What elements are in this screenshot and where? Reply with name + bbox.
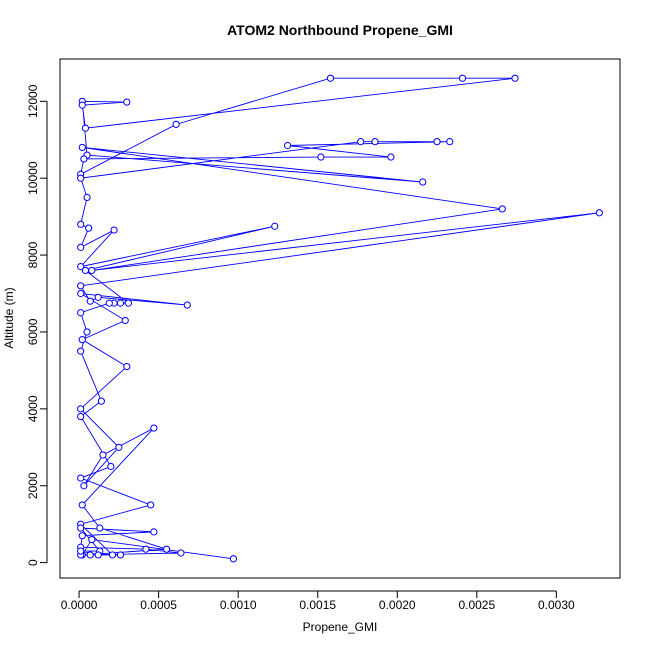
- data-point: [77, 263, 85, 271]
- data-point: [88, 535, 96, 544]
- data-point: [283, 141, 292, 150]
- y-tick-label: 8000: [26, 241, 40, 268]
- series-layer: [77, 74, 603, 563]
- x-tick-label: 0.0015: [299, 598, 336, 612]
- data-point: [83, 328, 91, 336]
- data-point: [85, 224, 93, 232]
- data-point: [94, 551, 102, 559]
- data-point: [78, 336, 86, 344]
- data-point: [162, 545, 171, 553]
- data-point: [77, 412, 85, 421]
- data-point: [446, 138, 454, 146]
- data-point: [116, 551, 125, 559]
- x-tick-label: 0.0030: [538, 598, 575, 612]
- data-point: [77, 282, 85, 290]
- data-point: [97, 397, 105, 405]
- series-line: [79, 77, 600, 560]
- data-point: [80, 155, 88, 163]
- data-point: [77, 405, 85, 413]
- data-point: [433, 138, 441, 146]
- data-point: [498, 205, 506, 213]
- y-tick-label: 0: [26, 559, 40, 566]
- data-point: [121, 316, 129, 325]
- data-point: [88, 266, 96, 275]
- data-point: [595, 209, 603, 217]
- data-point: [77, 243, 85, 251]
- data-point: [511, 74, 519, 82]
- data-point: [150, 424, 158, 432]
- data-point: [99, 451, 107, 459]
- y-tick-label: 12000: [26, 84, 40, 118]
- data-point: [172, 120, 180, 128]
- data-point: [317, 153, 325, 161]
- data-point: [77, 547, 85, 555]
- data-point: [116, 299, 125, 307]
- y-tick-label: 4000: [26, 395, 40, 422]
- data-point: [142, 545, 150, 553]
- data-point: [77, 309, 85, 317]
- data-point: [96, 524, 104, 532]
- x-tick-label: 0.0005: [140, 598, 177, 612]
- data-point: [326, 74, 335, 82]
- y-axis: 0 2000 4000 6000 8000 10000 12000: [26, 84, 48, 566]
- data-point: [77, 474, 85, 482]
- y-tick-label: 6000: [26, 318, 40, 345]
- x-axis-label: Propene_GMI: [303, 620, 378, 634]
- data-point: [371, 138, 379, 146]
- data-point: [123, 98, 131, 106]
- x-tick-label: 0.0000: [61, 598, 98, 612]
- data-point: [78, 501, 86, 509]
- y-tick-label: 2000: [26, 472, 40, 499]
- data-point: [110, 226, 118, 234]
- data-point: [77, 289, 85, 298]
- data-point: [80, 482, 88, 490]
- data-point: [183, 301, 191, 309]
- data-point: [229, 555, 238, 563]
- data-point: [458, 74, 467, 82]
- data-point: [123, 362, 131, 371]
- data-point: [81, 266, 90, 275]
- data-point: [77, 220, 85, 228]
- data-point: [83, 193, 91, 201]
- chart-title: ATOM2 Northbound Propene_GMI: [227, 22, 453, 38]
- data-point: [77, 174, 85, 182]
- data-point: [107, 462, 115, 471]
- data-point: [419, 178, 427, 186]
- data-point: [86, 297, 94, 305]
- x-tick-label: 0.0010: [220, 598, 257, 612]
- data-point: [150, 528, 158, 536]
- x-axis: 0.0000 0.0005 0.0010 0.0015 0.0020 0.0025 0.00…: [61, 590, 575, 612]
- data-point: [108, 551, 117, 559]
- data-point: [124, 299, 133, 307]
- data-point: [81, 124, 90, 132]
- y-tick-label: 10000: [26, 161, 40, 195]
- data-point: [177, 549, 185, 557]
- data-point: [86, 551, 94, 559]
- plot-frame: [59, 58, 621, 579]
- data-point: [77, 347, 85, 355]
- y-axis-label: Altitude (m): [2, 287, 16, 348]
- data-point: [271, 222, 279, 230]
- data-point: [147, 501, 155, 509]
- x-tick-label: 0.0025: [458, 598, 495, 612]
- data-point: [78, 143, 86, 152]
- data-point: [357, 138, 365, 146]
- data-point: [77, 524, 85, 532]
- x-tick-label: 0.0020: [379, 598, 416, 612]
- data-point: [115, 443, 123, 451]
- data-point: [78, 532, 86, 540]
- data-point: [94, 293, 102, 301]
- data-point: [105, 299, 113, 307]
- data-point: [78, 101, 86, 109]
- data-point: [387, 153, 395, 161]
